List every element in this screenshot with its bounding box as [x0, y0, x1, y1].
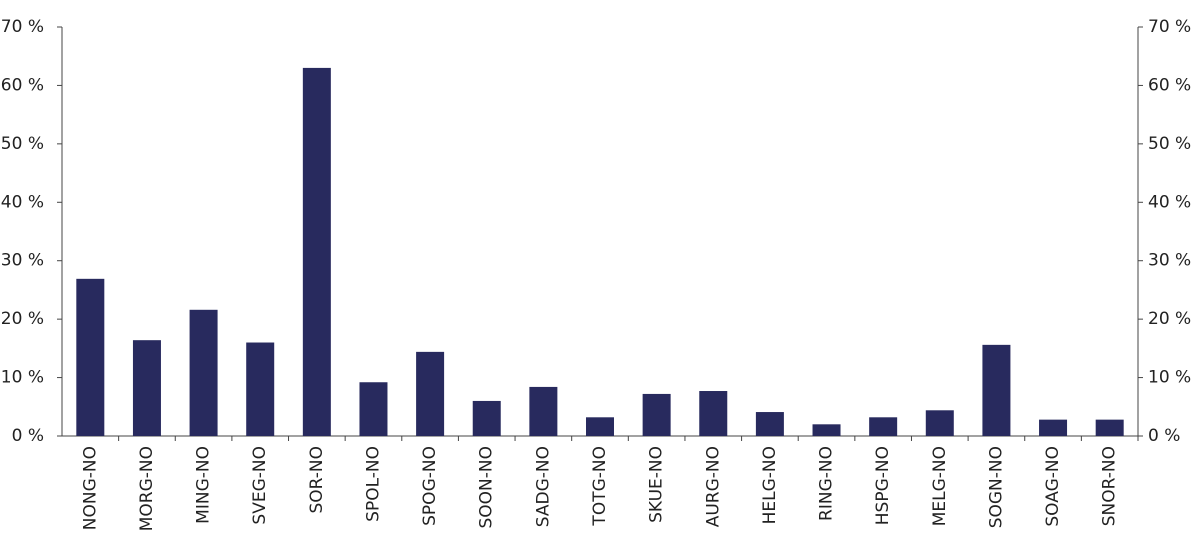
bar [699, 391, 728, 436]
x-tick-label: SNOR-NO [1100, 446, 1120, 526]
bar [472, 400, 501, 436]
y-tick-label: 0 % [12, 426, 44, 446]
y2-tick-label: 50 % [1148, 134, 1191, 154]
bar [189, 309, 218, 436]
y-tick-label: 70 % [1, 17, 44, 37]
y2-tick-label: 10 % [1148, 368, 1191, 388]
bar [302, 67, 331, 437]
x-tick-label: HSPG-NO [873, 446, 893, 525]
y2-tick-label: 0 % [1148, 426, 1180, 446]
x-tick-label: MING-NO [194, 446, 214, 524]
bar [1039, 419, 1068, 436]
bar [755, 412, 784, 436]
bar [529, 386, 558, 436]
bar [925, 410, 954, 436]
bar [359, 382, 388, 436]
bar [1095, 419, 1124, 436]
bar [642, 393, 671, 436]
y-tick-label: 10 % [1, 368, 44, 388]
bar [869, 417, 898, 436]
x-tick-label: SVEG-NO [250, 446, 270, 525]
y2-tick-label: 60 % [1148, 75, 1191, 95]
bar [416, 351, 445, 436]
bar [76, 278, 105, 436]
y2-tick-label: 20 % [1148, 309, 1191, 329]
x-tick-label: TOTG-NO [590, 446, 610, 527]
x-tick-label: SKUE-NO [647, 446, 667, 523]
x-tick-label: MELG-NO [930, 446, 950, 526]
bar [812, 424, 841, 436]
bar [982, 344, 1011, 436]
y-tick-label: 20 % [1, 309, 44, 329]
x-tick-label: RING-NO [817, 446, 837, 521]
y-tick-label: 60 % [1, 75, 44, 95]
x-tick-label: SPOL-NO [363, 446, 383, 522]
x-tick-label: HELG-NO [760, 446, 780, 524]
bar [246, 342, 275, 436]
bar [586, 417, 614, 436]
x-tick-label: SADG-NO [533, 446, 553, 527]
y2-tick-label: 40 % [1148, 192, 1191, 212]
y-tick-label: 30 % [1, 251, 44, 271]
y-tick-label: 40 % [1, 192, 44, 212]
x-tick-label: SOON-NO [477, 446, 497, 529]
y2-tick-label: 30 % [1148, 251, 1191, 271]
y-tick-label: 50 % [1, 134, 44, 154]
y2-tick-label: 70 % [1148, 17, 1191, 37]
x-tick-label: SPOG-NO [420, 446, 440, 526]
x-tick-label: AURG-NO [703, 446, 723, 527]
x-tick-label: NONG-NO [80, 446, 100, 530]
x-tick-label: SOAG-NO [1043, 446, 1063, 527]
x-tick-label: SOGN-NO [986, 446, 1006, 528]
x-tick-label: SOR-NO [307, 446, 327, 514]
bar [132, 340, 161, 436]
x-tick-label: MORG-NO [137, 446, 157, 531]
